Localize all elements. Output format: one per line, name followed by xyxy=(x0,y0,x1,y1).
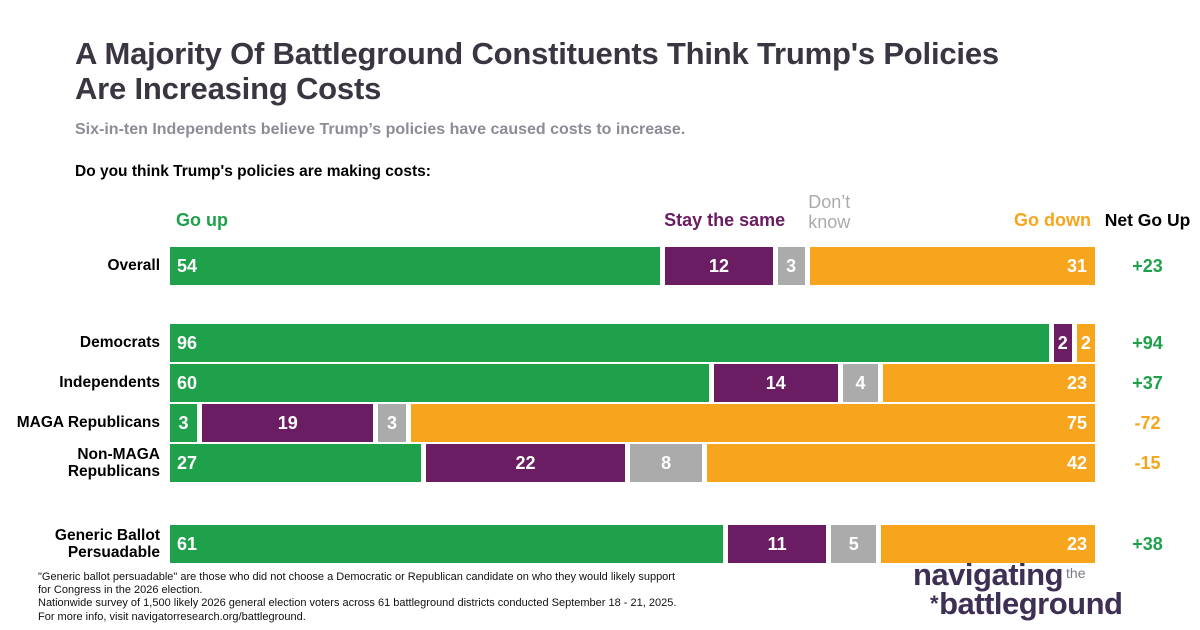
legend-dont-know: Don’t know xyxy=(808,192,851,233)
bar-segment-stay_same: 22 xyxy=(426,444,625,482)
net-value: +23 xyxy=(1132,255,1163,276)
bar-segment-go_up: 60 xyxy=(170,364,709,402)
bar-segment-stay_same: 14 xyxy=(713,364,838,402)
bar-track: 54 12 3 31 xyxy=(170,247,1095,285)
bar-segment-go_down: 31 xyxy=(809,247,1095,285)
bar-segment-dont_know: 3 xyxy=(378,404,406,442)
subtitle: Six-in-ten Independents believe Trump’s … xyxy=(75,121,686,138)
bar-segment-go_up: 3 xyxy=(170,404,198,442)
legend-stay-same: Stay the same xyxy=(664,210,786,230)
row-label: MAGA Republicans xyxy=(16,414,160,432)
row-label: Non-MAGA Republicans xyxy=(67,445,160,480)
bar-track: 60 14 4 23 xyxy=(170,364,1096,402)
bar-segment-stay_same: 11 xyxy=(727,525,827,563)
bar-segment-dont_know: 8 xyxy=(629,444,703,482)
net-value: +37 xyxy=(1132,372,1163,393)
logo-line1-text: navigating xyxy=(913,557,1064,592)
net-value: +38 xyxy=(1132,533,1163,554)
net-value: -15 xyxy=(1134,452,1161,473)
bar-segment-go_up: 54 xyxy=(170,247,661,285)
legend-go-down: Go down xyxy=(1014,210,1091,230)
bar-track: 61 11 5 23 xyxy=(170,525,1095,563)
chart-row: Overall 54 12 3 31 +23 xyxy=(0,247,1200,285)
bar-track: 3 19 3 75 xyxy=(170,404,1095,442)
row-label: Generic Ballot Persuadable xyxy=(54,526,160,561)
row-label: Democrats xyxy=(79,334,160,352)
chart-row: Democrats 96 2 2 +94 xyxy=(0,324,1200,362)
survey-question: Do you think Trump's policies are making… xyxy=(75,163,431,180)
chart-legend: Go up Stay the same Don’t know Go down N… xyxy=(0,185,1200,247)
bar-segment-stay_same: 19 xyxy=(202,404,374,442)
net-value: -72 xyxy=(1134,412,1161,433)
logo-line2-text: battleground xyxy=(939,586,1123,621)
bar-segment-go_down: 42 xyxy=(707,444,1096,482)
bar-segment-go_down: 23 xyxy=(881,525,1095,563)
bar-track: 96 2 2 xyxy=(170,324,1095,362)
logo-navigating: navigating the xyxy=(913,557,1085,593)
legend-go-up: Go up xyxy=(176,210,228,230)
logo-the-text: the xyxy=(1066,565,1086,581)
legend-net-header: Net Go Up xyxy=(1104,210,1191,230)
net-value: +94 xyxy=(1132,332,1163,353)
footnote: "Generic ballot persuadable" are those w… xyxy=(38,571,677,623)
bar-segment-stay_same: 2 xyxy=(1053,324,1072,362)
bar-segment-go_down: 23 xyxy=(883,364,1096,402)
chart-row: MAGA Republicans 3 19 3 75 -72 xyxy=(0,404,1200,442)
bar-segment-dont_know: 5 xyxy=(831,525,877,563)
chart-row: Generic Ballot Persuadable 61 11 5 23 +38 xyxy=(0,525,1200,563)
row-label: Independents xyxy=(59,374,160,392)
bar-segment-dont_know: 3 xyxy=(777,247,805,285)
legend-track: Go up Stay the same Don’t know Go down xyxy=(170,185,1095,247)
chart-row: Non-MAGA Republicans 27 22 8 42 -15 xyxy=(0,444,1200,482)
bar-segment-stay_same: 12 xyxy=(665,247,773,285)
bar-segment-go_down: 75 xyxy=(410,404,1095,442)
bar-segment-dont_know: 4 xyxy=(842,364,879,402)
bar-segment-go_up: 61 xyxy=(170,525,723,563)
logo-star-icon: * xyxy=(930,591,939,616)
page-title: A Majority Of Battleground Constituents … xyxy=(75,36,999,107)
row-label: Overall xyxy=(107,257,160,275)
bar-track: 27 22 8 42 xyxy=(170,444,1096,482)
chart-row: Independents 60 14 4 23 +37 xyxy=(0,364,1200,402)
bar-segment-go_up: 27 xyxy=(170,444,422,482)
chart-rows: Overall 54 12 3 31 +23 Democrats 96 2 2 +94 I… xyxy=(0,247,1200,565)
bar-segment-go_down: 2 xyxy=(1076,324,1095,362)
bar-segment-go_up: 96 xyxy=(170,324,1049,362)
logo-battleground: *battleground xyxy=(930,586,1123,622)
